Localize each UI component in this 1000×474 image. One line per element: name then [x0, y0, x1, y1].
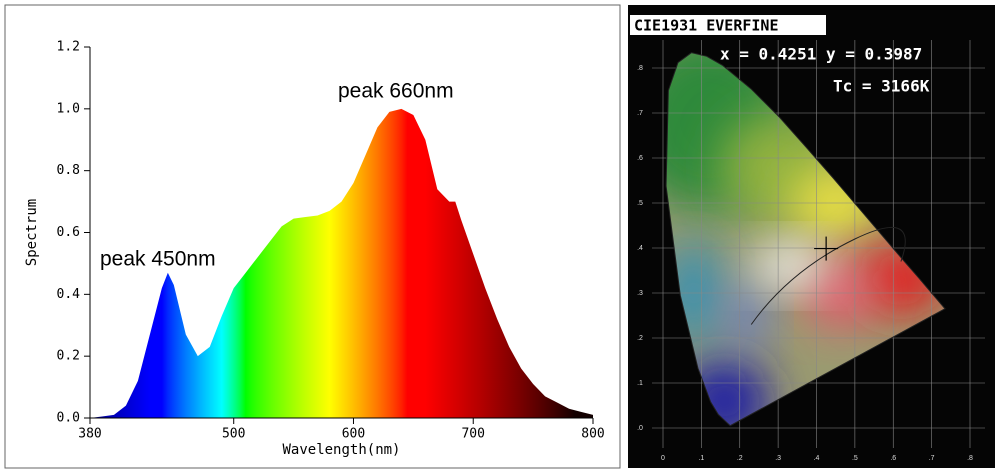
x-tick-label: 800: [581, 427, 604, 442]
x-axis-label: Wavelength(nm): [282, 442, 400, 458]
y-tick-label: .2: [637, 335, 643, 342]
peak-annotation: peak 660nm: [338, 80, 454, 103]
y-tick-label: .1: [637, 380, 643, 387]
y-tick-label: 0.0: [57, 411, 80, 426]
y-tick-label: .3: [637, 290, 643, 297]
y-tick-label: .5: [637, 200, 643, 207]
x-tick-label: .8: [967, 455, 973, 462]
readout: Tc = 3166K: [833, 77, 930, 96]
y-tick-label: .4: [637, 245, 643, 252]
x-tick-label: .6: [890, 455, 896, 462]
color-region: [724, 279, 771, 352]
x-tick-label: 500: [222, 427, 245, 442]
y-tick-label: .6: [637, 155, 643, 162]
x-tick-label: 700: [461, 427, 484, 442]
y-axis-label: Spectrum: [24, 199, 40, 266]
title-box: [630, 15, 826, 35]
x-tick-label: .4: [814, 455, 820, 462]
y-tick-label: 0.8: [57, 163, 80, 178]
spectral-locus: [665, 52, 946, 427]
color-region: [751, 243, 829, 289]
y-tick-label: 1.2: [57, 40, 80, 55]
x-tick-label: .1: [698, 455, 704, 462]
y-tick-label: 1.0: [57, 101, 80, 116]
chart-title: CIE1931 EVERFINE: [634, 17, 779, 35]
x-tick-label: .5: [852, 455, 858, 462]
x-tick-label: .3: [775, 455, 781, 462]
y-tick-label: 0.4: [57, 287, 81, 302]
x-tick-label: .7: [929, 455, 935, 462]
x-tick-label: 0: [661, 455, 665, 462]
readout: x = 0.4251 y = 0.3987: [720, 45, 922, 64]
y-tick-label: .0: [637, 425, 643, 432]
planckian-locus: [750, 226, 906, 325]
x-tick-label: 600: [342, 427, 365, 442]
y-tick-label: .7: [637, 110, 643, 117]
y-tick-label: 0.6: [57, 225, 80, 240]
spectrum-area: [90, 108, 593, 418]
x-tick-label: .2: [737, 455, 743, 462]
y-tick-label: .8: [637, 65, 643, 72]
peak-annotation: peak 450nm: [100, 248, 216, 271]
y-tick-label: 0.2: [57, 349, 80, 364]
x-tick-label: 380: [78, 427, 101, 442]
